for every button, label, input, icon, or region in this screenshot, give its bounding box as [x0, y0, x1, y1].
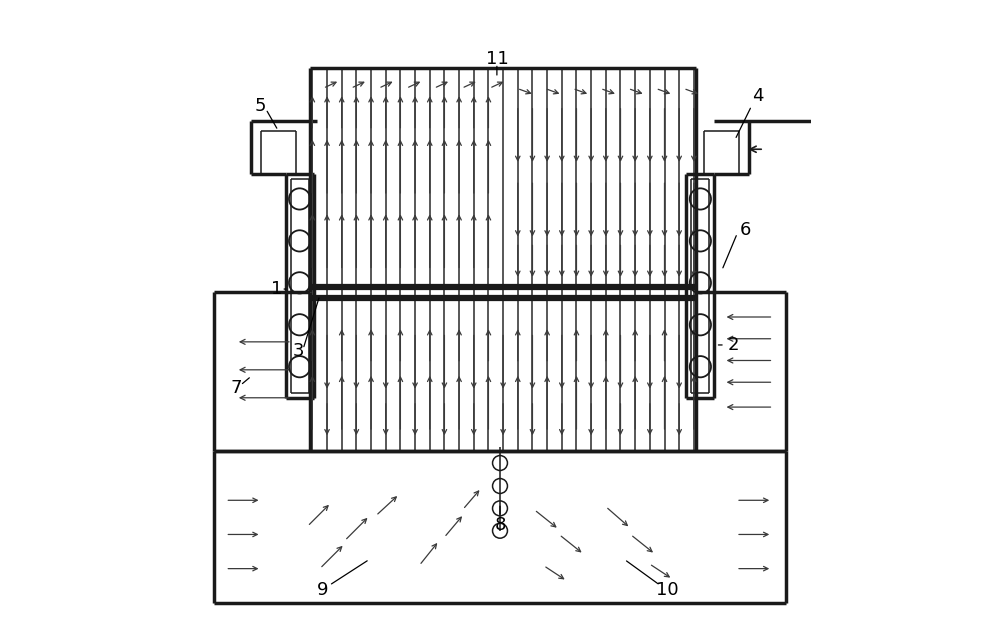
- Text: 10: 10: [656, 581, 679, 599]
- Text: 7: 7: [230, 380, 242, 398]
- Text: 11: 11: [486, 50, 508, 68]
- Text: 5: 5: [255, 97, 267, 115]
- Text: 4: 4: [752, 87, 764, 105]
- Text: 6: 6: [740, 221, 751, 239]
- Text: 9: 9: [317, 581, 329, 599]
- Text: 3: 3: [292, 342, 304, 360]
- Text: 8: 8: [494, 516, 506, 534]
- Text: 1: 1: [271, 280, 282, 298]
- Text: 2: 2: [727, 336, 739, 354]
